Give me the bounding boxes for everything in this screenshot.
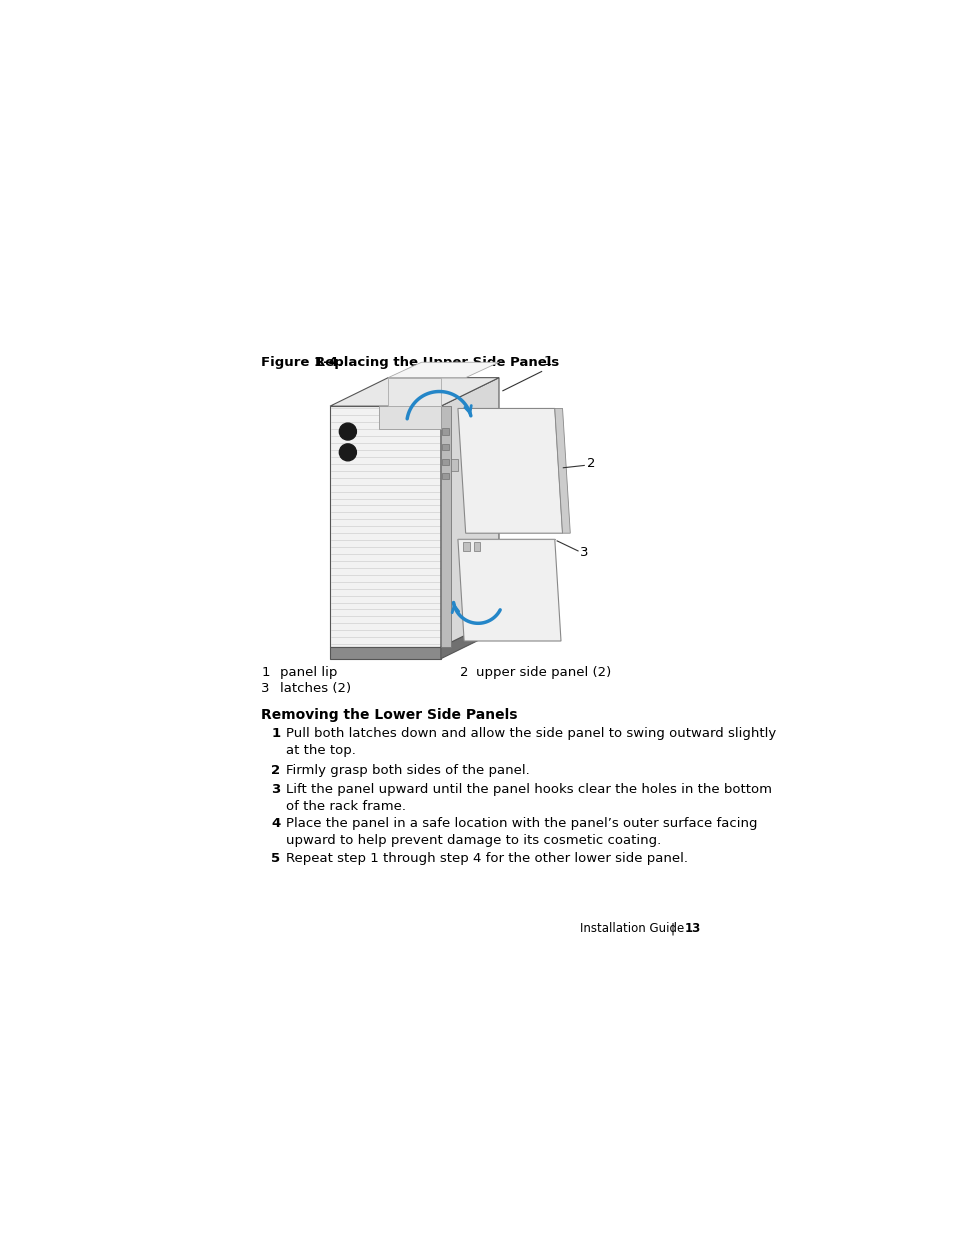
Polygon shape (440, 406, 451, 647)
Text: Repeat step 1 through step 4 for the other lower side panel.: Repeat step 1 through step 4 for the oth… (286, 852, 687, 864)
Polygon shape (378, 406, 440, 430)
Polygon shape (388, 378, 440, 406)
Text: 4: 4 (271, 816, 280, 830)
Text: 3: 3 (579, 546, 588, 559)
Text: Pull both latches down and allow the side panel to swing outward slightly
at the: Pull both latches down and allow the sid… (286, 727, 776, 757)
Text: 1: 1 (271, 727, 280, 740)
Text: Firmly grasp both sides of the panel.: Firmly grasp both sides of the panel. (286, 764, 529, 777)
Text: Lift the panel upward until the panel hooks clear the holes in the bottom
of the: Lift the panel upward until the panel ho… (286, 783, 771, 813)
Text: 1: 1 (543, 354, 552, 368)
Circle shape (339, 424, 356, 440)
Text: Installation Guide: Installation Guide (579, 923, 684, 935)
Text: 3: 3 (261, 682, 270, 695)
Bar (441, 459, 449, 466)
Polygon shape (555, 409, 570, 534)
Polygon shape (330, 378, 498, 406)
Polygon shape (440, 619, 498, 658)
Polygon shape (330, 647, 440, 658)
Text: latches (2): latches (2) (279, 682, 351, 695)
Bar (441, 443, 449, 450)
Bar (441, 473, 449, 479)
Bar (474, 542, 480, 551)
Text: |: | (670, 923, 674, 935)
Text: 3: 3 (271, 783, 280, 795)
Text: 1: 1 (261, 666, 270, 679)
Text: 5: 5 (271, 852, 280, 864)
Polygon shape (457, 540, 560, 641)
Polygon shape (440, 378, 498, 647)
Text: Figure 1-4.: Figure 1-4. (261, 356, 343, 369)
Text: Removing the Lower Side Panels: Removing the Lower Side Panels (261, 708, 517, 722)
Polygon shape (457, 409, 562, 534)
Text: Place the panel in a safe location with the panel’s outer surface facing
upward : Place the panel in a safe location with … (286, 816, 757, 846)
Circle shape (339, 443, 356, 461)
Polygon shape (330, 406, 440, 647)
Bar (463, 542, 469, 551)
Bar (451, 458, 457, 471)
Text: Replacing the Upper Side Panels: Replacing the Upper Side Panels (314, 356, 558, 369)
Text: 2: 2 (271, 764, 280, 777)
Text: 2: 2 (459, 666, 468, 679)
Text: 2: 2 (586, 457, 595, 471)
Text: 13: 13 (684, 923, 700, 935)
Text: upper side panel (2): upper side panel (2) (476, 666, 610, 679)
Bar (441, 429, 449, 435)
Text: panel lip: panel lip (279, 666, 336, 679)
Polygon shape (388, 362, 498, 378)
